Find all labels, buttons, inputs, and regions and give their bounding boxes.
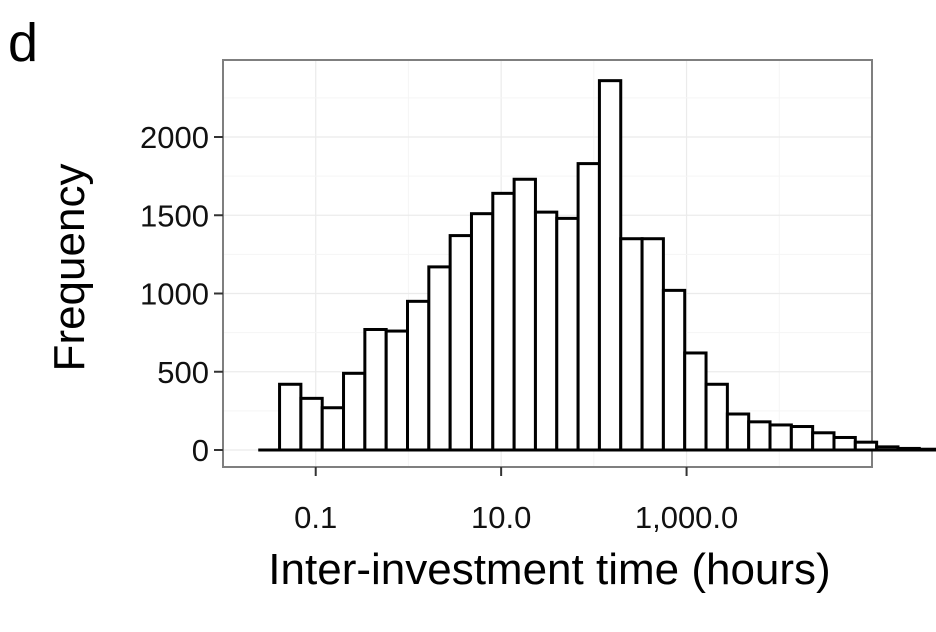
histogram-bar [832, 435, 857, 452]
x-tick-label: 1,000.0 [635, 500, 738, 535]
histogram-bar [406, 299, 431, 452]
histogram-bar [789, 425, 815, 452]
histogram-bar [469, 212, 495, 452]
histogram-bar [342, 371, 367, 452]
histogram-bar [278, 382, 303, 452]
y-tick-label: 1000 [140, 277, 209, 312]
histogram-bar [619, 237, 644, 452]
histogram-bar [704, 382, 729, 452]
histogram-bar [512, 177, 537, 452]
x-axis-title: Inter-investment time (hours) [268, 545, 830, 594]
x-tick-label: 0.1 [294, 500, 337, 535]
y-axis: 0 500 1000 1500 2000 [140, 120, 223, 468]
y-tick-label: 0 [192, 433, 209, 468]
panel-label: d [8, 13, 38, 73]
histogram-bar [597, 79, 623, 452]
histogram-bar [448, 234, 473, 452]
histogram-bar [555, 216, 580, 452]
x-axis: 0.1 10.0 1,000.0 [294, 467, 738, 535]
histogram-bar [491, 191, 516, 452]
histogram-bar [768, 423, 793, 452]
bars [258, 79, 936, 452]
histogram-bar [576, 162, 601, 452]
histogram-bar [725, 412, 751, 452]
histogram-bar [384, 329, 410, 452]
histogram-bar [533, 210, 559, 452]
histogram-bar [427, 265, 452, 452]
histogram-bar [299, 396, 324, 452]
x-tick-label: 10.0 [471, 500, 531, 535]
y-tick-label: 2000 [140, 120, 209, 155]
histogram-bar [320, 406, 346, 452]
y-axis-title: Frequency [45, 164, 94, 372]
histogram-bar [811, 431, 836, 452]
histogram-bar [640, 237, 665, 452]
histogram-bar [661, 288, 687, 452]
y-tick-label: 1500 [140, 198, 209, 233]
y-tick-label: 500 [157, 355, 209, 390]
histogram-bar [363, 327, 388, 452]
histogram-bar [683, 351, 708, 452]
histogram-bar [747, 420, 772, 452]
